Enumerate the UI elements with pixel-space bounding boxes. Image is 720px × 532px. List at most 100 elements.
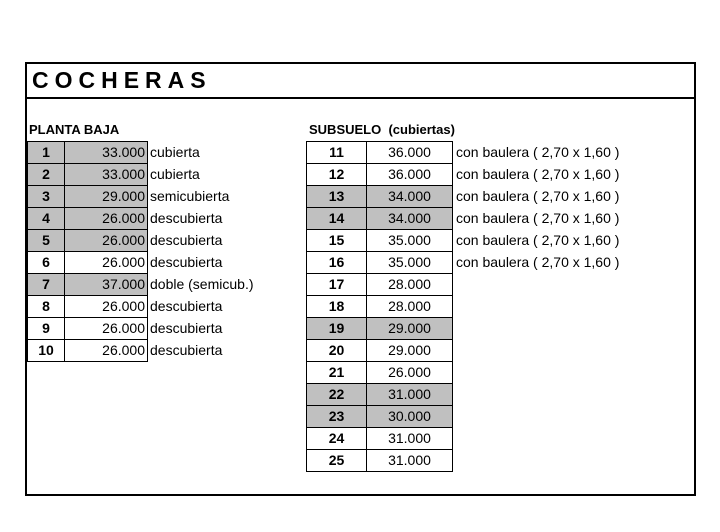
space-number: 8 (27, 295, 65, 318)
space-number: 4 (27, 207, 65, 230)
price-cell: 36.000 (366, 163, 453, 186)
table-row: 6 26.000 descubierta (27, 251, 257, 274)
price-cell: 28.000 (366, 295, 453, 318)
table-row: 13 34.000 con baulera ( 2,70 x 1,60 ) (306, 185, 622, 208)
description-cell: semicubierta (150, 188, 230, 204)
price-cell: 34.000 (366, 185, 453, 208)
description-cell (453, 428, 622, 450)
price-cell: 36.000 (366, 141, 453, 164)
table-row: 1 33.000 cubierta (27, 141, 257, 164)
description-cell: descubierta (150, 210, 223, 226)
table-row: 9 26.000 descubierta (27, 317, 257, 340)
page-title: COCHERAS (32, 67, 212, 93)
price-cell: 26.000 (64, 339, 148, 362)
description-cell: con baulera ( 2,70 x 1,60 ) (456, 232, 620, 248)
description-cell: con baulera ( 2,70 x 1,60 ) (456, 166, 620, 182)
description-cell: descubierta (150, 254, 223, 270)
subsuelo-table: 11 36.000 con baulera ( 2,70 x 1,60 ) 12 36.… (306, 141, 622, 472)
description-cell: descubierta (150, 232, 223, 248)
space-number: 3 (27, 185, 65, 208)
price-cell: 26.000 (64, 317, 148, 340)
price-cell: 26.000 (366, 361, 453, 384)
price-cell: 26.000 (64, 207, 148, 230)
space-number: 22 (306, 383, 367, 406)
description-cell (453, 274, 622, 296)
description-cell: con baulera ( 2,70 x 1,60 ) (456, 254, 620, 270)
description-cell: doble (semicub.) (150, 276, 254, 292)
subsuelo-heading: SUBSUELO (cubiertas) (309, 122, 455, 137)
table-row: 3 29.000 semicubierta (27, 185, 257, 208)
space-number: 24 (306, 427, 367, 450)
price-cell: 33.000 (64, 141, 148, 164)
price-cell: 35.000 (366, 251, 453, 274)
table-row: 10 26.000 descubierta (27, 339, 257, 362)
space-number: 5 (27, 229, 65, 252)
description-cell: descubierta (150, 320, 223, 336)
planta-baja-table: 1 33.000 cubierta 2 33.000 cubierta 3 29.000 sem… (27, 141, 257, 362)
table-row: 21 26.000 (306, 361, 622, 384)
price-cell: 29.000 (366, 339, 453, 362)
space-number: 1 (27, 141, 65, 164)
table-row: 12 36.000 con baulera ( 2,70 x 1,60 ) (306, 163, 622, 186)
description-cell (453, 450, 622, 472)
table-row: 23 30.000 (306, 405, 622, 428)
table-row: 25 31.000 (306, 449, 622, 472)
table-row: 20 29.000 (306, 339, 622, 362)
space-number: 17 (306, 273, 367, 296)
description-cell (453, 362, 622, 384)
description-cell: con baulera ( 2,70 x 1,60 ) (456, 188, 620, 204)
description-cell: con baulera ( 2,70 x 1,60 ) (456, 210, 620, 226)
price-cell: 34.000 (366, 207, 453, 230)
price-cell: 26.000 (64, 251, 148, 274)
table-row: 11 36.000 con baulera ( 2,70 x 1,60 ) (306, 141, 622, 164)
description-cell (453, 406, 622, 428)
description-cell (453, 318, 622, 340)
space-number: 6 (27, 251, 65, 274)
price-cell: 33.000 (64, 163, 148, 186)
table-row: 8 26.000 descubierta (27, 295, 257, 318)
space-number: 11 (306, 141, 367, 164)
space-number: 16 (306, 251, 367, 274)
table-row: 18 28.000 (306, 295, 622, 318)
planta-baja-heading: PLANTA BAJA (29, 122, 120, 137)
table-row: 22 31.000 (306, 383, 622, 406)
table-row: 5 26.000 descubierta (27, 229, 257, 252)
price-cell: 29.000 (64, 185, 148, 208)
price-cell: 28.000 (366, 273, 453, 296)
price-cell: 37.000 (64, 273, 148, 296)
price-cell: 31.000 (366, 449, 453, 472)
price-cell: 30.000 (366, 405, 453, 428)
space-number: 12 (306, 163, 367, 186)
table-row: 17 28.000 (306, 273, 622, 296)
space-number: 20 (306, 339, 367, 362)
price-cell: 26.000 (64, 229, 148, 252)
description-cell: descubierta (150, 298, 223, 314)
space-number: 9 (27, 317, 65, 340)
description-cell (453, 384, 622, 406)
description-cell (453, 340, 622, 362)
price-cell: 26.000 (64, 295, 148, 318)
table-row: 16 35.000 con baulera ( 2,70 x 1,60 ) (306, 251, 622, 274)
table-row: 2 33.000 cubierta (27, 163, 257, 186)
table-row: 24 31.000 (306, 427, 622, 450)
description-cell: cubierta (150, 144, 200, 160)
description-cell: con baulera ( 2,70 x 1,60 ) (456, 144, 620, 160)
price-cell: 29.000 (366, 317, 453, 340)
space-number: 15 (306, 229, 367, 252)
title-bar: COCHERAS (27, 64, 694, 99)
space-number: 14 (306, 207, 367, 230)
space-number: 23 (306, 405, 367, 428)
description-cell (453, 296, 622, 318)
description-cell: cubierta (150, 166, 200, 182)
table-row: 15 35.000 con baulera ( 2,70 x 1,60 ) (306, 229, 622, 252)
price-cell: 31.000 (366, 427, 453, 450)
space-number: 7 (27, 273, 65, 296)
space-number: 13 (306, 185, 367, 208)
table-row: 19 29.000 (306, 317, 622, 340)
table-row: 14 34.000 con baulera ( 2,70 x 1,60 ) (306, 207, 622, 230)
space-number: 21 (306, 361, 367, 384)
space-number: 10 (27, 339, 65, 362)
price-cell: 31.000 (366, 383, 453, 406)
space-number: 19 (306, 317, 367, 340)
price-cell: 35.000 (366, 229, 453, 252)
